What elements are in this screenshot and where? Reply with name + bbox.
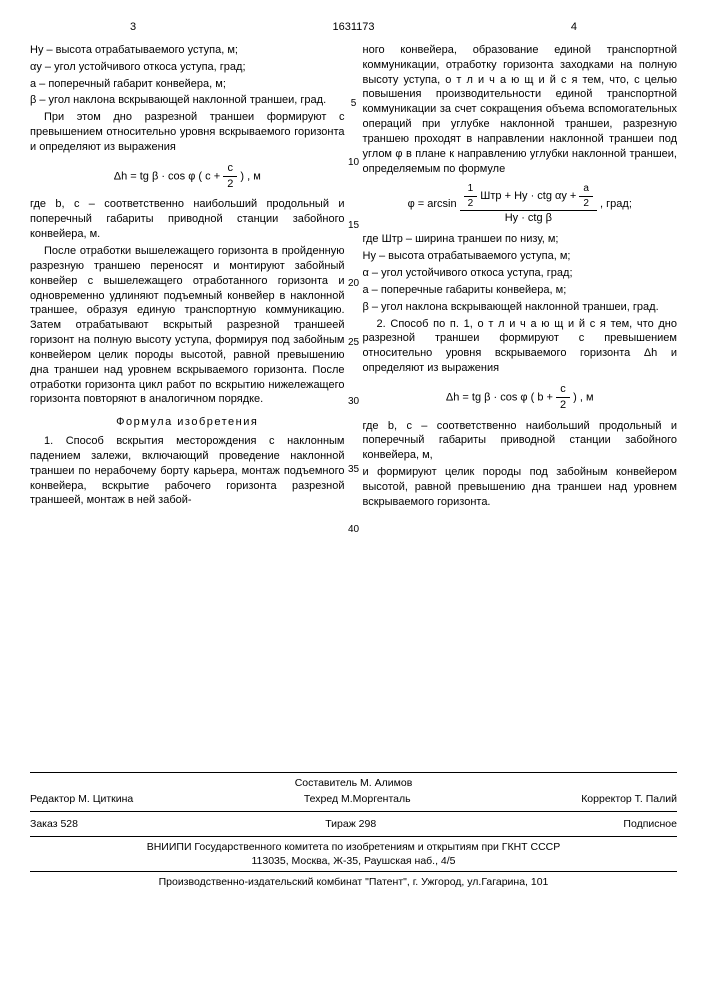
param-beta-2: β – угол наклона вскрывающей наклонной т… — [363, 300, 678, 315]
order-num: Заказ 528 — [30, 817, 78, 831]
line-number: 40 — [348, 523, 359, 537]
param-hu-2: Hу – высота отрабатываемого уступа, м; — [363, 249, 678, 264]
param-a: а – поперечный габарит конвейера, м; — [30, 77, 345, 92]
claims-heading: Формула изобретения — [30, 415, 345, 430]
line-number: 35 — [348, 463, 359, 477]
page-header: 3 1631173 4 — [30, 20, 677, 35]
techred: Техред М.Моргенталь — [304, 792, 411, 806]
page-num-left: 3 — [130, 20, 136, 35]
line-number: 20 — [348, 277, 359, 291]
line-number: 10 — [348, 156, 359, 170]
param-alpha-2: α – угол устойчивого откоса уступа, град… — [363, 266, 678, 281]
left-column: Hу – высота отрабатываемого уступа, м; α… — [30, 43, 345, 512]
param-beta: β – угол наклона вскрывающей наклонной т… — [30, 93, 345, 108]
tirazh: Тираж 298 — [325, 817, 376, 831]
right-column: ного конвейера, образование единой транс… — [363, 43, 678, 512]
line-number: 25 — [348, 336, 359, 350]
paragraph: После отработки вышележащего горизонта в… — [30, 244, 345, 407]
subscription: Подписное — [623, 817, 677, 831]
where-bc-2: где b, c – соответственно наибольший про… — [363, 419, 678, 464]
formula-delta-h-2: Δh = tg β · cos φ ( b + c2 ) , м — [363, 382, 678, 413]
paragraph: При этом дно разрезной траншеи формируют… — [30, 110, 345, 155]
line-number: 5 — [351, 97, 357, 111]
claim-1: 1. Способ вскрытия месторождения с накло… — [30, 434, 345, 508]
editor: Редактор М. Циткина — [30, 792, 133, 806]
where-bc: где b, c – соответственно наибольший про… — [30, 197, 345, 242]
param-hu: Hу – высота отрабатываемого уступа, м; — [30, 43, 345, 58]
claim-2-tail: и формируют целик породы под забойным ко… — [363, 465, 678, 510]
compiler: Составитель М. Алимов — [30, 776, 677, 790]
patent-number: 1631173 — [332, 20, 374, 35]
line-number: 30 — [348, 395, 359, 409]
corrector: Корректор Т. Палий — [581, 792, 677, 806]
claim-1-cont: ного конвейера, образование единой транс… — [363, 43, 678, 177]
param-alpha: αу – угол устойчивого откоса уступа, гра… — [30, 60, 345, 75]
page-num-right: 4 — [571, 20, 577, 35]
claim-2: 2. Способ по п. 1, о т л и ч а ю щ и й с… — [363, 317, 678, 376]
line-number: 15 — [348, 219, 359, 233]
param-a-2: а – поперечные габариты конвейера, м; — [363, 283, 678, 298]
org-name: ВНИИПИ Государственного комитета по изоб… — [30, 840, 677, 854]
org-address: 113035, Москва, Ж-35, Раушская наб., 4/5 — [30, 854, 677, 868]
formula-delta-h-1: Δh = tg β · cos φ ( c + c2 ) , м — [30, 161, 345, 192]
formula-phi: φ = arcsin 12 Штр + Hу · ctg αу + a2 Hу … — [363, 182, 678, 226]
publisher: Производственно-издательский комбинат "П… — [30, 875, 677, 889]
where-shtr: где Штр – ширина траншеи по низу, м; — [363, 232, 678, 247]
colophon: Составитель М. Алимов Редактор М. Циткин… — [30, 772, 677, 890]
